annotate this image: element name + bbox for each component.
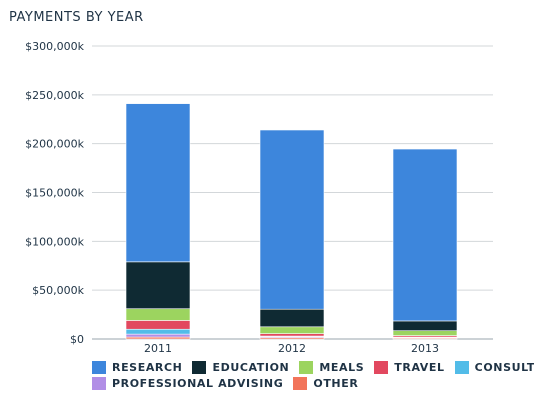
legend-swatch [374, 361, 389, 374]
legend-label: CONSULTING [474, 361, 534, 374]
bar-segment-travel-2012 [259, 333, 325, 337]
labels-layer: $0 $50,000k $100,000k $150,000k $200,000k $25… [25, 40, 439, 355]
legend-item-other: OTHER [293, 377, 358, 390]
x-tick-label: 2013 [411, 342, 439, 355]
legend-label: PROFESSIONAL ADVISING [112, 377, 284, 390]
y-tick-label: $50,000k [32, 284, 84, 297]
legend-swatch [299, 361, 314, 374]
legend-item-travel: TRAVEL [374, 361, 444, 374]
bar-segment-consulting-2011 [125, 328, 191, 335]
x-tick-label: 2011 [144, 342, 172, 355]
bar-segment-education-2013 [392, 320, 458, 331]
legend-row-2: PROFESSIONAL ADVISING OTHER [92, 377, 368, 390]
chart-title: PAYMENTS BY YEAR [9, 10, 144, 25]
bar-segment-research-2013 [392, 148, 458, 322]
legend-item-professional-advising: PROFESSIONAL ADVISING [92, 377, 283, 390]
legend-label: TRAVEL [394, 361, 445, 374]
bars-layer [125, 103, 458, 340]
bar-segment-education-2011 [125, 261, 191, 310]
legend-swatch [454, 361, 469, 374]
x-tick-label: 2012 [278, 342, 306, 355]
bar-segment-professional-advising-2011 [125, 333, 191, 338]
legend-row-1: RESEARCH EDUCATION MEALS TRAVEL CONSULTING [92, 361, 534, 374]
bar-segment-meals-2011 [125, 308, 191, 321]
legend-item-education: EDUCATION [192, 361, 289, 374]
legend-swatch [92, 377, 106, 390]
legend-swatch [192, 361, 207, 374]
legend-item-research: RESEARCH [92, 361, 182, 374]
bar-segment-meals-2013 [392, 330, 458, 336]
legend-item-meals: MEALS [299, 361, 364, 374]
y-tick-label: $250,000k [25, 89, 84, 102]
bar-segment-meals-2012 [259, 326, 325, 334]
legend-swatch [293, 377, 308, 390]
y-tick-label: $0 [70, 333, 84, 346]
y-tick-label: $300,000k [25, 40, 84, 53]
bar-segment-education-2012 [259, 308, 325, 328]
bar-segment-research-2011 [125, 103, 191, 263]
legend-label: RESEARCH [112, 361, 183, 374]
legend-label: OTHER [313, 377, 359, 390]
y-tick-label: $200,000k [25, 138, 84, 151]
legend-label: EDUCATION [212, 361, 290, 374]
bar-segment-travel-2011 [125, 320, 191, 330]
y-tick-label: $150,000k [25, 187, 84, 200]
bar-segment-research-2012 [259, 129, 325, 310]
y-tick-label: $100,000k [25, 235, 84, 248]
legend-swatch [92, 361, 106, 374]
legend-label: MEALS [319, 361, 365, 374]
legend-item-consulting: CONSULTING [454, 361, 534, 374]
